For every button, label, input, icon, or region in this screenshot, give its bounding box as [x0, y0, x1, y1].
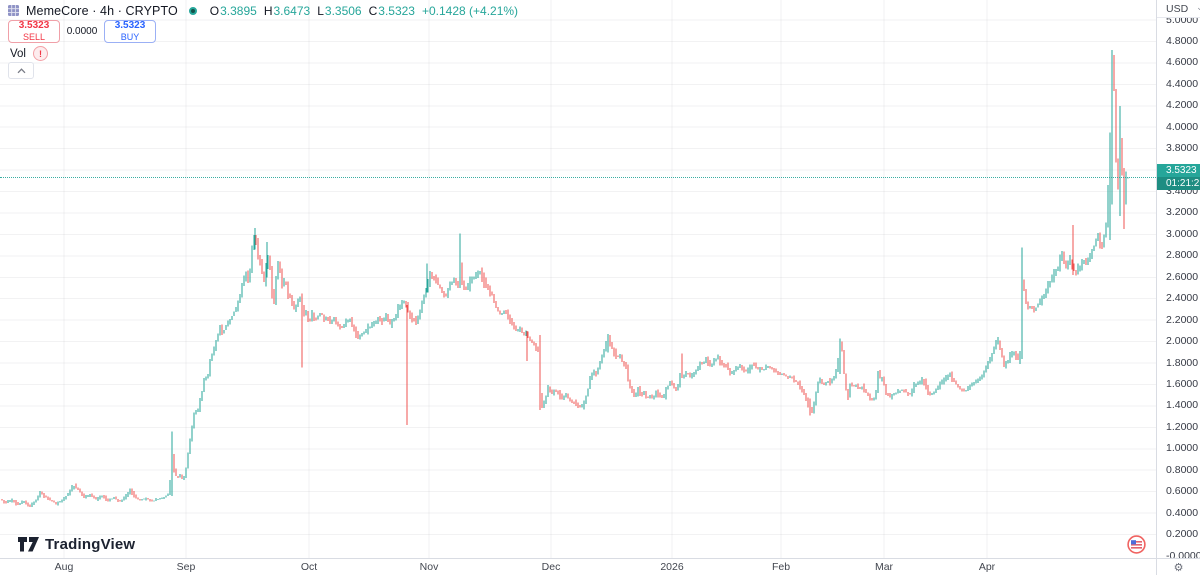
- close-value: 3.5323: [378, 3, 415, 18]
- price-tick: 4.8000: [1166, 34, 1199, 47]
- price-tick: 3.8000: [1166, 142, 1199, 155]
- currency-label: USD: [1166, 2, 1189, 15]
- currency-selector[interactable]: USD ⌄: [1157, 0, 1200, 18]
- market-status-icon[interactable]: [188, 6, 197, 15]
- price-tick: 4.0000: [1166, 120, 1199, 133]
- indicator-error-icon[interactable]: !: [33, 46, 48, 61]
- price-tick: 2.0000: [1166, 335, 1199, 348]
- price-tick: 1.0000: [1166, 442, 1199, 455]
- price-tick: 0.4000: [1166, 506, 1199, 519]
- time-axis[interactable]: Aug Sep Oct Nov Dec 2026 Feb Mar Apr: [0, 558, 1156, 575]
- last-price-line: [0, 177, 1156, 179]
- time-tick: Feb: [771, 561, 791, 573]
- price-tick: -0.0000: [1166, 549, 1200, 562]
- time-tick: Mar: [874, 561, 894, 573]
- price-tick: 3.0000: [1166, 227, 1199, 240]
- open-label: O: [209, 3, 220, 18]
- memecore-logo-watermark: [1127, 535, 1146, 554]
- price-tick: 0.8000: [1166, 463, 1199, 476]
- price-tick: 4.4000: [1166, 77, 1199, 90]
- scale-settings-button[interactable]: ⚙: [1156, 558, 1200, 575]
- candlestick-chart: [0, 0, 1156, 558]
- tradingview-wordmark: TradingView: [45, 536, 136, 553]
- spread-value: 0.0000: [66, 26, 98, 37]
- change-value: +0.1428 (+4.21%): [421, 3, 519, 18]
- price-tick: 1.8000: [1166, 356, 1199, 369]
- symbol-title[interactable]: MemeCore · 4h · CRYPTO: [26, 3, 178, 18]
- close-label: C: [368, 3, 378, 18]
- chart-pane[interactable]: MemeCore · 4h · CRYPTO O3.3895 H3.6473 L…: [0, 0, 1156, 558]
- tradingview-logo-icon: [18, 537, 39, 552]
- trade-row: 3.5323 SELL 0.0000 3.5323 BUY: [8, 20, 156, 43]
- price-tick: 1.6000: [1166, 377, 1199, 390]
- price-axis[interactable]: USD ⌄ 5.0000 4.8000 4.6000 4.4000 4.2000 4.00…: [1156, 0, 1200, 561]
- price-tick: 3.4000: [1166, 185, 1199, 198]
- time-tick: Nov: [419, 561, 439, 573]
- tradingview-logo[interactable]: TradingView: [18, 536, 135, 553]
- time-tick: Sep: [176, 561, 196, 573]
- time-tick: Oct: [300, 561, 318, 573]
- sell-button[interactable]: 3.5323 SELL: [8, 20, 60, 43]
- price-tick: 3.2000: [1166, 206, 1199, 219]
- price-tick: 2.2000: [1166, 313, 1199, 326]
- indicator-row: Vol !: [10, 46, 48, 61]
- price-tick: 0.6000: [1166, 485, 1199, 498]
- buy-label: BUY: [120, 32, 140, 42]
- price-tick: 4.2000: [1166, 99, 1199, 112]
- last-price-badge: 3.5323 01:21:21: [1157, 164, 1200, 191]
- price-tick: 0.2000: [1166, 528, 1199, 541]
- low-value: 3.3506: [324, 3, 362, 18]
- bar-countdown: 01:21:21: [1157, 177, 1200, 191]
- price-tick: 2.6000: [1166, 270, 1199, 283]
- price-tick: 2.8000: [1166, 249, 1199, 262]
- sell-label: SELL: [22, 32, 46, 42]
- low-label: L: [317, 3, 324, 18]
- buy-price: 3.5323: [114, 20, 146, 31]
- price-tick: 1.4000: [1166, 399, 1199, 412]
- time-tick: Aug: [54, 561, 74, 573]
- price-tick: 5.0000: [1166, 13, 1199, 26]
- gear-icon: ⚙: [1173, 561, 1184, 574]
- ohlc-values: O3.3895 H3.6473 L3.3506 C3.5323 +0.1428 …: [210, 4, 518, 18]
- symbol-logo-icon: [8, 5, 19, 16]
- open-value: 3.3895: [220, 3, 257, 18]
- high-label: H: [263, 3, 273, 18]
- buy-button[interactable]: 3.5323 BUY: [104, 20, 156, 43]
- high-value: 3.6473: [273, 3, 311, 18]
- volume-indicator-label[interactable]: Vol: [10, 47, 26, 60]
- legend: MemeCore · 4h · CRYPTO O3.3895 H3.6473 L…: [8, 3, 518, 18]
- last-price-value: 3.5323: [1157, 164, 1200, 178]
- chevron-down-icon: ⌄: [1196, 1, 1200, 12]
- collapse-legend-button[interactable]: [8, 62, 34, 79]
- time-tick: 2026: [660, 561, 684, 573]
- price-tick: 1.2000: [1166, 420, 1199, 433]
- price-tick: 2.4000: [1166, 292, 1199, 305]
- chevron-up-icon: [17, 67, 25, 73]
- time-tick: Apr: [978, 561, 996, 573]
- sell-price: 3.5323: [18, 20, 50, 31]
- time-tick: Dec: [541, 561, 561, 573]
- price-tick: 4.6000: [1166, 56, 1199, 69]
